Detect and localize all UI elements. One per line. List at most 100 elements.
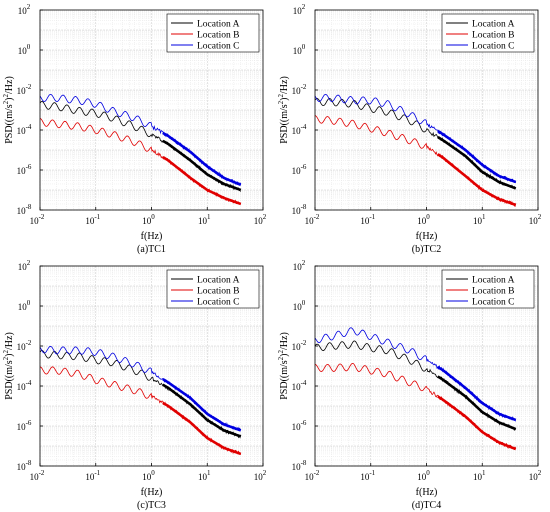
series-lines xyxy=(314,93,517,207)
y-tick-exponent: 0 xyxy=(27,43,31,51)
y-tick-label: 100 xyxy=(293,43,306,56)
x-tick-exponent: 2 xyxy=(263,469,267,477)
x-tick-label: 100 xyxy=(142,469,155,482)
y-tick-exponent: 2 xyxy=(27,3,31,11)
panel-tc2: 10-2 10-1 100 101 102 10-8 10-6 10-4 10-2 100 102 P… xyxy=(275,0,550,256)
x-tick-label: 102 xyxy=(529,469,542,482)
y-tick-label: 10-2 xyxy=(292,339,307,352)
y-label-sup: 2 xyxy=(277,356,285,360)
series-lines xyxy=(314,327,517,451)
y-tick-label: 102 xyxy=(18,3,31,16)
y-tick-exponent: -2 xyxy=(301,83,307,91)
x-tick-label: 101 xyxy=(473,469,486,482)
y-label-part: /Hz) xyxy=(279,332,290,350)
x-ticks: 10-2 10-1 100 101 102 xyxy=(30,463,267,482)
x-tick-exponent: 0 xyxy=(151,213,155,221)
y-label-part: PSD((m/s xyxy=(279,360,290,400)
y-tick-label: 102 xyxy=(18,259,31,272)
x-tick-exponent: -1 xyxy=(94,469,100,477)
y-label-sup: 2 xyxy=(2,349,10,353)
panel-caption: (d)TC4 xyxy=(412,500,441,511)
legend-label: Location C xyxy=(472,298,514,308)
y-label-sup: 2 xyxy=(277,349,285,353)
legend-box xyxy=(166,269,260,309)
series-lines xyxy=(39,93,242,206)
y-tick-exponent: 2 xyxy=(302,3,306,11)
x-axis-label: f(Hz) xyxy=(416,487,438,498)
y-tick-label: 102 xyxy=(293,259,306,272)
y-ticks: 10-8 10-6 10-4 10-2 100 102 xyxy=(292,3,318,216)
y-label-part: ) xyxy=(4,97,15,100)
series-band-location-b xyxy=(162,401,242,456)
y-tick-label: 10-8 xyxy=(17,203,32,216)
y-label-part: /Hz) xyxy=(4,332,15,350)
y-label-part: PSD((m/s xyxy=(4,104,15,144)
x-tick-label: 102 xyxy=(254,213,267,226)
series-lines xyxy=(39,345,242,456)
series-band-location-b xyxy=(162,155,242,206)
y-label-part: ) xyxy=(279,97,290,100)
series-band-location-b xyxy=(437,153,517,207)
legend-label: Location A xyxy=(197,20,240,30)
legend-label: Location A xyxy=(472,276,515,286)
x-tick-exponent: 2 xyxy=(263,213,267,221)
x-tick-label: 10-1 xyxy=(360,469,375,482)
x-tick-label: 100 xyxy=(417,469,430,482)
x-tick-exponent: 0 xyxy=(426,469,430,477)
y-tick-label: 10-6 xyxy=(292,163,307,176)
y-ticks: 10-8 10-6 10-4 10-2 100 102 xyxy=(292,259,318,472)
y-tick-label: 10-2 xyxy=(292,83,307,96)
legend-box xyxy=(166,13,260,53)
y-tick-label: 10-2 xyxy=(17,83,32,96)
y-tick-exponent: -8 xyxy=(301,459,307,467)
y-label-sup: 2 xyxy=(2,100,10,104)
y-axis-label: PSD((m/s2)2/Hz) xyxy=(2,332,15,400)
series-band-location-a xyxy=(437,375,517,431)
y-tick-exponent: -6 xyxy=(301,419,307,427)
y-axis-label: PSD((m/s2)2/Hz) xyxy=(2,76,15,144)
y-label-sup: 2 xyxy=(2,356,10,360)
y-tick-exponent: -4 xyxy=(26,123,32,131)
y-tick-label: 10-4 xyxy=(292,379,307,392)
y-tick-exponent: 0 xyxy=(302,43,306,51)
x-tick-exponent: 2 xyxy=(538,469,542,477)
y-tick-exponent: -4 xyxy=(26,379,32,387)
x-tick-label: 10-2 xyxy=(305,213,320,226)
y-tick-label: 10-6 xyxy=(292,419,307,432)
x-tick-label: 101 xyxy=(473,213,486,226)
chart-tc3: 10-2 10-1 100 101 10210-810-610-410-2100102P… xyxy=(2,259,267,511)
x-tick-label: 102 xyxy=(254,469,267,482)
series-band-location-a xyxy=(437,135,517,190)
legend-label: Location A xyxy=(472,20,515,30)
y-tick-exponent: 2 xyxy=(27,259,31,267)
y-tick-exponent: 2 xyxy=(302,259,306,267)
x-tick-label: 101 xyxy=(198,213,211,226)
series-band-location-c xyxy=(437,129,517,184)
y-tick-exponent: -2 xyxy=(26,83,32,91)
x-tick-exponent: 0 xyxy=(426,213,430,221)
panel-caption: (a)TC1 xyxy=(137,244,166,255)
series-band-location-c xyxy=(162,131,242,187)
x-tick-label: 10-2 xyxy=(305,469,320,482)
y-tick-exponent: 0 xyxy=(27,299,31,307)
x-tick-exponent: 1 xyxy=(207,469,211,477)
series-band-location-a xyxy=(162,383,242,438)
y-tick-label: 102 xyxy=(293,3,306,16)
y-tick-exponent: -2 xyxy=(26,339,32,347)
x-axis-label: f(Hz) xyxy=(416,231,438,242)
y-tick-exponent: -4 xyxy=(301,123,307,131)
x-tick-label: 10-1 xyxy=(85,469,100,482)
y-axis-label: PSD((m/s2)2/Hz) xyxy=(277,76,290,144)
chart-tc1: 10-2 10-1 100 101 10210-810-610-410-2100102P… xyxy=(2,3,267,255)
y-label-part: PSD((m/s xyxy=(279,104,290,144)
y-label-part: /Hz) xyxy=(279,76,290,94)
y-ticks: 10-8 10-6 10-4 10-2 100 102 xyxy=(17,3,43,216)
y-label-part: /Hz) xyxy=(4,76,15,94)
panel-caption: (b)TC2 xyxy=(412,244,441,255)
y-tick-label: 100 xyxy=(293,299,306,312)
x-tick-exponent: -2 xyxy=(39,469,45,477)
y-ticks: 10-8 10-6 10-4 10-2 100 102 xyxy=(17,259,43,472)
panel-tc4: 10-2 10-1 100 101 102 10-8 10-6 10-4 10-2 100 102 P… xyxy=(275,256,550,512)
y-tick-label: 100 xyxy=(18,43,31,56)
